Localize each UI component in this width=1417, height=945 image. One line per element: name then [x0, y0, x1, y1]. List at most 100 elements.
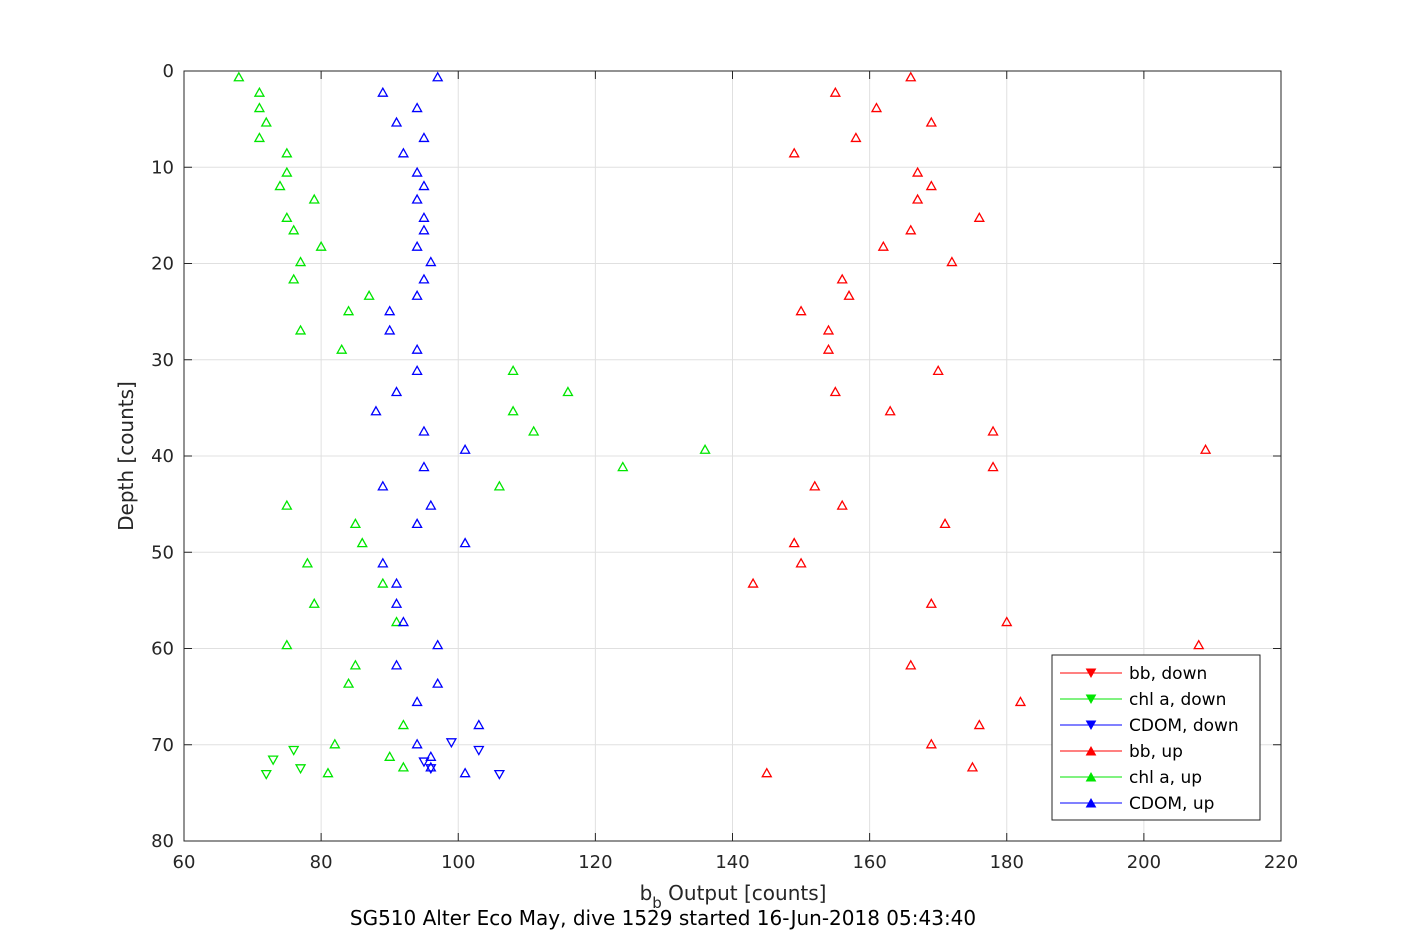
- data-point: [418, 757, 430, 768]
- chart-caption: SG510 Alter Eco May, dive 1529 started 1…: [350, 906, 976, 930]
- data-point: [973, 719, 985, 730]
- data-point: [397, 147, 410, 158]
- data-point: [870, 102, 883, 113]
- legend-item: CDOM, up: [1060, 794, 1214, 814]
- legend-item: chl a, up: [1060, 768, 1202, 788]
- axis-ticks: 60 80 100 120 140 160 180 200 220010203040506070…: [151, 61, 1298, 873]
- data-point: [342, 305, 355, 316]
- data-point: [788, 537, 800, 548]
- data-point: [288, 273, 300, 284]
- y-tick-label: 10: [151, 157, 174, 178]
- data-point: [315, 240, 327, 251]
- data-point: [274, 180, 286, 191]
- data-point: [432, 639, 444, 650]
- data-point: [411, 102, 423, 113]
- data-point: [699, 443, 711, 454]
- legend-marker: [1085, 797, 1097, 808]
- data-point: [507, 405, 519, 416]
- data-point: [822, 343, 835, 354]
- data-point: [432, 71, 444, 82]
- x-tick-label: 100: [441, 852, 475, 873]
- data-point: [1193, 639, 1205, 650]
- data-point: [397, 719, 410, 730]
- data-point: [925, 116, 937, 127]
- data-point: [747, 577, 759, 588]
- data-point: [925, 180, 937, 191]
- data-point: [912, 166, 924, 177]
- legend-item: bb, up: [1060, 742, 1183, 762]
- data-point: [390, 577, 403, 588]
- data-point: [425, 256, 437, 267]
- legend-label: chl a, down: [1129, 690, 1226, 710]
- y-tick-label: 30: [151, 350, 174, 371]
- data-point: [946, 256, 958, 267]
- data-point: [411, 193, 423, 204]
- legend-marker: [1085, 720, 1097, 731]
- data-point: [418, 132, 430, 143]
- data-point: [788, 147, 800, 158]
- data-point: [411, 365, 423, 375]
- data-point: [473, 719, 485, 730]
- legend-label: CDOM, up: [1129, 794, 1214, 814]
- y-tick-label: 20: [151, 254, 174, 275]
- y-tick-label: 40: [151, 446, 174, 467]
- data-point: [390, 386, 403, 397]
- legend-item: bb, down: [1060, 664, 1207, 684]
- data-point: [905, 224, 917, 235]
- data-point: [939, 518, 951, 529]
- data-point: [562, 386, 574, 397]
- data-point: [411, 343, 423, 354]
- data-point: [253, 102, 266, 113]
- x-axis-label: bb Output [counts]: [640, 881, 827, 912]
- data-point: [281, 147, 293, 158]
- data-point: [281, 639, 293, 650]
- data-point: [390, 116, 403, 127]
- data-point: [294, 764, 307, 775]
- data-point: [905, 659, 917, 670]
- data-point: [418, 425, 430, 436]
- data-point: [836, 273, 848, 284]
- data-point: [459, 443, 471, 454]
- data-point: [795, 305, 807, 316]
- data-point: [507, 365, 519, 375]
- data-point: [925, 597, 937, 608]
- data-point: [877, 240, 889, 251]
- series-4: [233, 71, 711, 778]
- data-point: [617, 461, 629, 472]
- data-point: [425, 761, 437, 772]
- legend-box: [1051, 654, 1261, 821]
- data-point: [390, 659, 403, 670]
- data-point: [843, 289, 855, 300]
- x-tick-label: 80: [310, 852, 333, 873]
- data-point: [411, 738, 423, 749]
- data-point: [905, 71, 917, 82]
- series-5: [370, 71, 485, 778]
- legend-label: bb, up: [1129, 742, 1183, 762]
- y-tick-label: 0: [163, 61, 174, 82]
- series-3: [747, 71, 1212, 778]
- data-point: [281, 166, 293, 177]
- data-point: [932, 365, 944, 375]
- legend-label: CDOM, down: [1129, 716, 1239, 736]
- data-point: [288, 745, 300, 756]
- x-tick-label: 220: [1264, 852, 1298, 873]
- data-point: [761, 767, 773, 778]
- data-point: [308, 193, 320, 204]
- data-point: [987, 425, 999, 436]
- data-point: [418, 461, 430, 472]
- data-point: [425, 764, 437, 775]
- series-2: [418, 738, 505, 780]
- legend-marker: [1085, 771, 1097, 782]
- data-point: [329, 738, 341, 749]
- data-point: [253, 86, 266, 97]
- y-tick-label: 80: [151, 831, 174, 852]
- data-point: [377, 480, 389, 491]
- data-point: [411, 696, 423, 707]
- data-point: [459, 537, 471, 548]
- data-point: [912, 193, 924, 204]
- data-point: [349, 659, 362, 670]
- data-point: [473, 745, 485, 756]
- series-1: [260, 745, 307, 780]
- y-axis-label: Depth [counts]: [114, 381, 138, 531]
